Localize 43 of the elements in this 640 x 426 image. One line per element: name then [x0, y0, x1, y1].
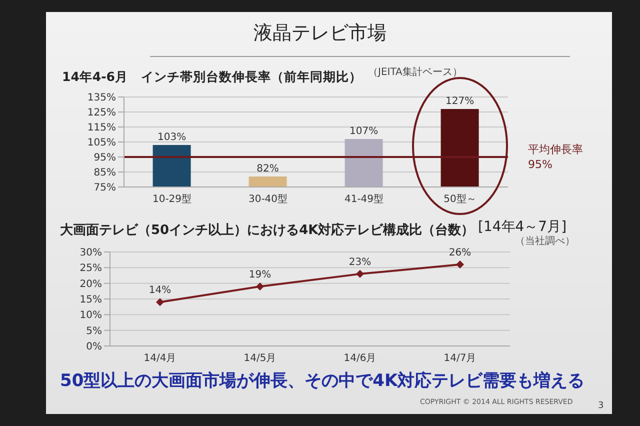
data-label: 26%	[448, 248, 472, 259]
y-tick-label: 25%	[80, 263, 102, 274]
data-label: 127%	[446, 96, 474, 107]
text: （JEITA集計ベース）	[368, 67, 462, 79]
data-label: 23%	[348, 256, 372, 268]
text: （当社調べ）	[515, 236, 575, 248]
x-tick-label: 30-40型	[248, 193, 288, 206]
y-tick-label: 0%	[86, 342, 102, 353]
y-tick-label: 75%	[94, 182, 116, 194]
data-label: 82%	[256, 164, 279, 174]
data-label: 107%	[350, 126, 378, 137]
x-tick-label: 14/6月	[344, 353, 376, 364]
y-tick-label: 20%	[80, 278, 102, 290]
x-tick-label: 14/7月	[444, 353, 476, 364]
data-label: 14%	[148, 285, 172, 296]
point	[156, 298, 164, 306]
y-tick-label: 115%	[87, 122, 116, 134]
y-tick-label: 10%	[80, 310, 102, 322]
point	[456, 260, 464, 269]
chart-subtitle: 14年4-6月 インチ帯別台数伸長率（前年同期比）	[62, 69, 362, 84]
y-tick-label: 125%	[87, 108, 116, 119]
text: 3	[598, 401, 604, 412]
point	[256, 282, 264, 290]
y-tick-label: 105%	[87, 138, 116, 149]
y-tick-label: 135%	[87, 92, 116, 104]
x-tick-label: 41-49型	[344, 193, 384, 206]
y-tick-label: 30%	[80, 248, 102, 259]
point	[356, 270, 364, 278]
x-tick-label: 50型～	[444, 193, 476, 206]
y-tick-label: 95%	[94, 152, 116, 164]
y-tick-label: 5%	[86, 326, 102, 337]
chart-subtitle: [14年4～7月]	[478, 219, 567, 236]
data-label: 103%	[158, 132, 186, 143]
x-tick-label: 10-29型	[152, 193, 192, 206]
chart-title: 液晶テレビ市場	[252, 22, 388, 45]
ref-line-label: 平均伸長率 95%	[528, 143, 583, 171]
x-tick-label: 14/5月	[244, 353, 276, 364]
y-tick-label: 85%	[94, 168, 116, 179]
data-label: 19%	[248, 269, 272, 280]
text: 50型以上の大画面市場が伸長、その中で4K対応テレビ需要も増える	[60, 371, 585, 392]
y-tick-label: 15%	[80, 294, 102, 306]
chart-title: 大画面テレビ（50インチ以上）における4K対応テレビ構成比（台数）	[60, 223, 474, 239]
x-tick-label: 14/4月	[144, 353, 176, 364]
